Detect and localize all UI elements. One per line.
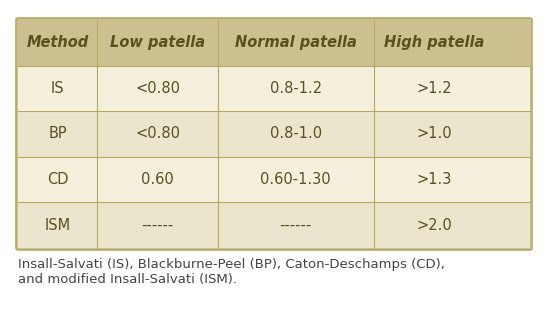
Bar — [18, 157, 530, 203]
Text: ------: ------ — [279, 218, 312, 233]
Bar — [18, 203, 530, 248]
Text: >1.0: >1.0 — [416, 126, 452, 142]
Text: 0.8-1.2: 0.8-1.2 — [270, 81, 322, 96]
Text: High patella: High patella — [384, 35, 484, 50]
Text: 0.60-1.30: 0.60-1.30 — [261, 172, 331, 187]
Bar — [18, 111, 530, 157]
Text: CD: CD — [47, 172, 68, 187]
Text: <0.80: <0.80 — [135, 81, 180, 96]
FancyBboxPatch shape — [16, 18, 532, 250]
Text: Method: Method — [26, 35, 89, 50]
Text: Low patella: Low patella — [110, 35, 205, 50]
Text: >1.2: >1.2 — [416, 81, 452, 96]
Text: ISM: ISM — [45, 218, 71, 233]
Bar — [18, 66, 530, 111]
Text: Insall-Salvati (IS), Blackburne-Peel (BP), Caton-Deschamps (CD),
and modified In: Insall-Salvati (IS), Blackburne-Peel (BP… — [18, 258, 445, 286]
Text: IS: IS — [51, 81, 64, 96]
Text: Normal patella: Normal patella — [235, 35, 357, 50]
Text: >1.3: >1.3 — [416, 172, 452, 187]
Text: >2.0: >2.0 — [416, 218, 452, 233]
Bar — [18, 20, 530, 66]
Text: BP: BP — [48, 126, 67, 142]
Text: ------: ------ — [141, 218, 174, 233]
Text: <0.80: <0.80 — [135, 126, 180, 142]
Text: 0.60: 0.60 — [141, 172, 174, 187]
Text: 0.8-1.0: 0.8-1.0 — [270, 126, 322, 142]
